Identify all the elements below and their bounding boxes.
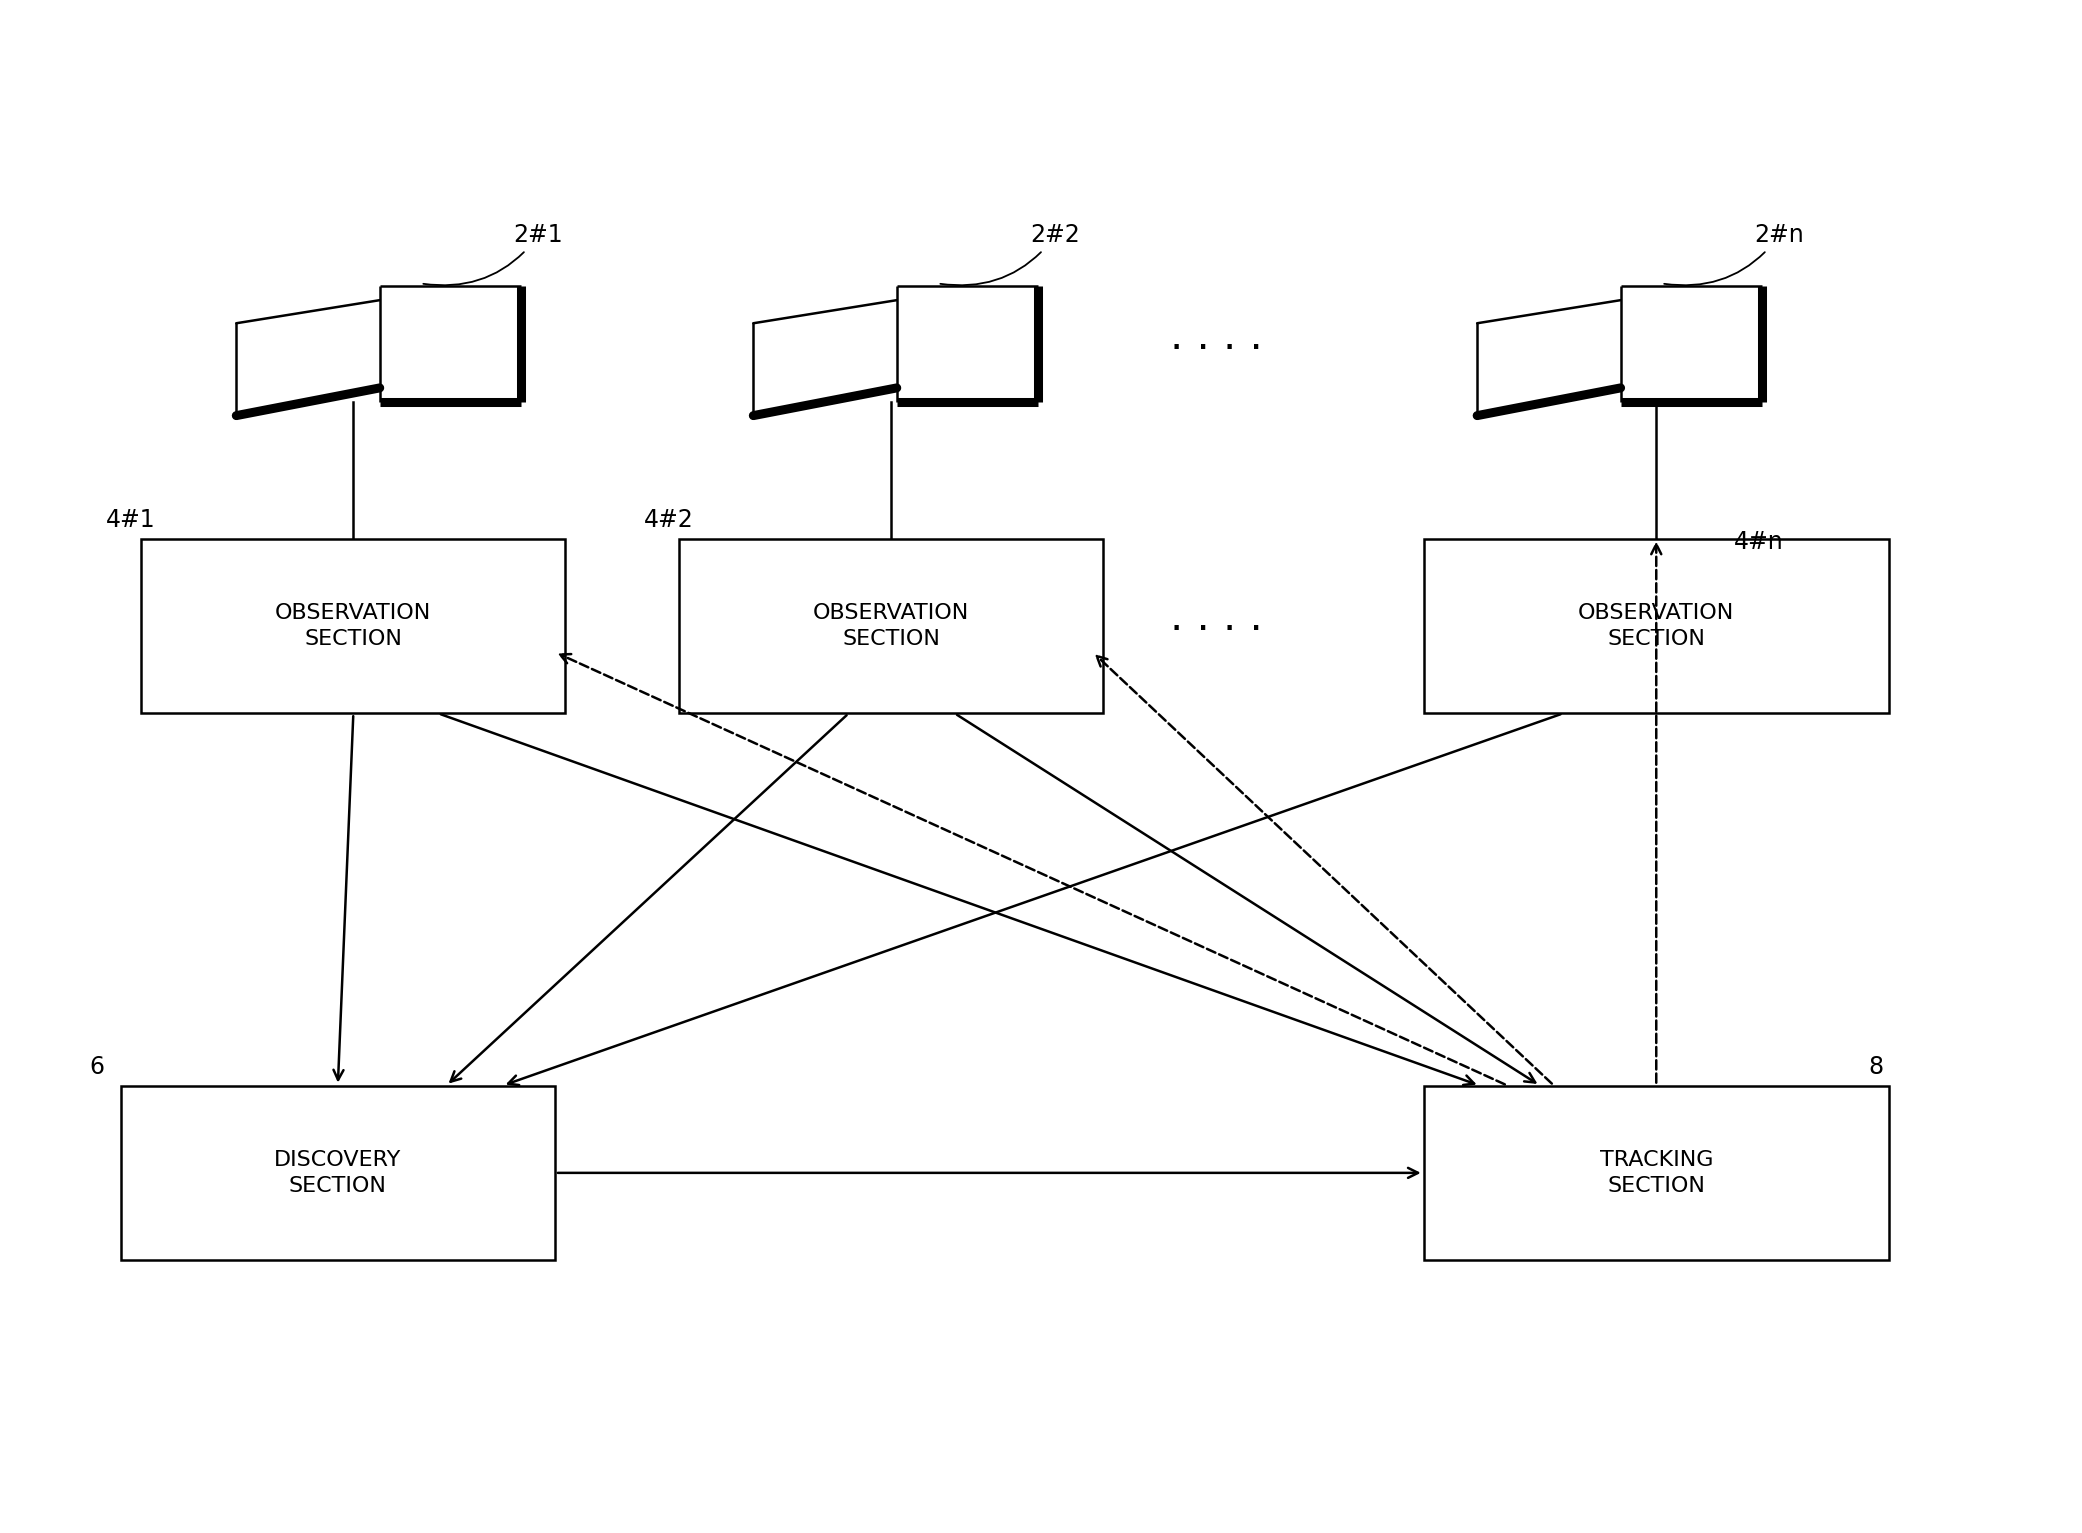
Text: OBSERVATION
SECTION: OBSERVATION SECTION: [1578, 602, 1734, 648]
Text: 2#2: 2#2: [941, 224, 1081, 285]
Bar: [121, 1085, 556, 1260]
Bar: [1424, 1085, 1888, 1260]
Text: · · · ·: · · · ·: [1170, 328, 1264, 369]
Text: 4#1: 4#1: [106, 509, 156, 532]
Text: 2#1: 2#1: [423, 224, 564, 285]
Text: OBSERVATION
SECTION: OBSERVATION SECTION: [275, 602, 431, 648]
Text: DISCOVERY
SECTION: DISCOVERY SECTION: [275, 1150, 402, 1196]
Text: 4#2: 4#2: [643, 509, 693, 532]
Text: 4#n: 4#n: [1734, 530, 1784, 553]
Bar: [142, 538, 566, 713]
Text: TRACKING
SECTION: TRACKING SECTION: [1599, 1150, 1713, 1196]
Bar: [1424, 538, 1888, 713]
Text: 2#n: 2#n: [1664, 224, 1805, 285]
Bar: [679, 538, 1103, 713]
Text: OBSERVATION
SECTION: OBSERVATION SECTION: [812, 602, 970, 648]
Text: 6: 6: [90, 1055, 104, 1079]
Text: · · · ·: · · · ·: [1170, 609, 1264, 652]
Text: 8: 8: [1868, 1055, 1884, 1079]
